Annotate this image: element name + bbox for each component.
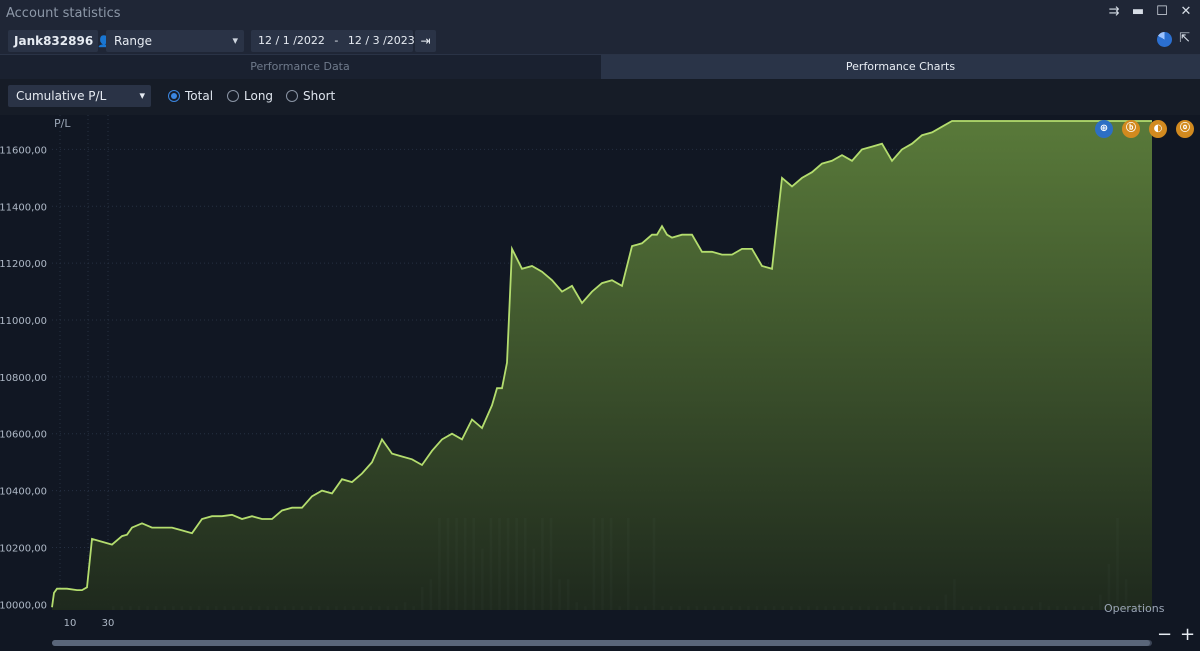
window-controls: ⇉ ▬ ☐ ✕ — [1106, 4, 1194, 20]
radio-indicator — [286, 90, 298, 102]
operations-tool-icon[interactable]: ⓞ — [1176, 120, 1194, 138]
close-icon[interactable]: ✕ — [1180, 4, 1192, 19]
tab-performance-data[interactable]: Performance Data — [250, 60, 350, 73]
maximize-icon[interactable]: ☐ — [1156, 4, 1168, 19]
chevron-down-icon: ▾ — [232, 34, 238, 47]
data-tool-icon[interactable]: ◐ — [1149, 120, 1167, 138]
y-tick-label: 11200,00 — [0, 259, 47, 270]
date-separator: - — [334, 34, 339, 47]
y-axis-label: P/L — [54, 117, 71, 130]
y-tick-label: 10600,00 — [0, 430, 47, 441]
pl-area — [52, 121, 1152, 610]
x-tick-label: 10 — [64, 618, 77, 629]
x-tick-label: 30 — [102, 618, 115, 629]
title-bar: Account statistics ⇉ ▬ ☐ ✕ — [0, 0, 1200, 29]
minimize-icon[interactable]: ▬ — [1131, 4, 1145, 19]
radio-short-label: Short — [303, 89, 336, 103]
date-from[interactable]: 12 / 1 /2022 — [258, 34, 325, 47]
radio-total[interactable]: Total — [168, 89, 213, 103]
pin-icon[interactable]: ⇉ — [1108, 4, 1120, 19]
zoom-in-icon[interactable]: + — [1180, 624, 1196, 645]
apply-range-icon[interactable]: ⇥ — [415, 30, 436, 52]
radio-long-label: Long — [244, 89, 274, 103]
export-icon[interactable]: ⇱ — [1179, 31, 1190, 46]
pl-chart[interactable]: 10000,00 10200,00 10400,00 10600,00 10800,00… — [0, 115, 1200, 651]
radio-indicator — [168, 90, 180, 102]
y-tick-label: 10200,00 — [0, 543, 47, 554]
metric-label: Cumulative P/L — [16, 89, 107, 103]
radio-short[interactable]: Short — [286, 89, 335, 103]
chart-area: 10000,00 10200,00 10400,00 10600,00 10800,00… — [0, 115, 1200, 651]
zoom-out-icon[interactable]: − — [1157, 624, 1173, 645]
horizontal-scrollbar[interactable] — [52, 640, 1152, 646]
date-to[interactable]: 12 / 3 /2023 — [347, 34, 415, 47]
pie-chart-icon[interactable] — [1157, 32, 1172, 47]
y-tick-label: 11600,00 — [0, 145, 47, 156]
radio-long[interactable]: Long — [227, 89, 273, 103]
account-label: Jank832896 — [14, 34, 94, 48]
range-label: Range — [114, 34, 153, 48]
window-title: Account statistics — [6, 6, 121, 21]
account-selector[interactable]: Jank832896 👤 — [8, 30, 111, 52]
y-tick-label: 10400,00 — [0, 487, 47, 498]
operations-label: Operations — [1104, 602, 1165, 615]
toolbar: Jank832896 👤 Range ▾ 12 / 1 /2022 - 12 /… — [0, 28, 1200, 54]
tab-bar: Performance Data Performance Charts — [0, 54, 1200, 80]
scrollbar-thumb[interactable] — [52, 640, 1150, 646]
range-dropdown[interactable]: Range ▾ — [106, 30, 244, 52]
metric-dropdown[interactable]: Cumulative P/L ▾ — [8, 85, 151, 107]
crosshair-tool-icon[interactable]: ⊕ — [1095, 120, 1113, 138]
chart-controls: Cumulative P/L ▾ Total Long Short — [0, 79, 1200, 115]
y-tick-label: 10800,00 — [0, 373, 47, 384]
chevron-down-icon: ▾ — [139, 89, 145, 102]
pl-line — [51, 120, 1152, 608]
radio-indicator — [227, 90, 239, 102]
y-tick-label: 11400,00 — [0, 202, 47, 213]
radio-total-label: Total — [185, 89, 214, 103]
bars-tool-icon[interactable]: ⓑ — [1122, 120, 1140, 138]
y-tick-label: 11000,00 — [0, 316, 47, 327]
tab-performance-charts[interactable]: Performance Charts — [601, 55, 1200, 79]
y-tick-label: 10000,00 — [0, 600, 47, 611]
date-range-field[interactable]: 12 / 1 /2022 - 12 / 3 /2023 — [251, 30, 415, 52]
